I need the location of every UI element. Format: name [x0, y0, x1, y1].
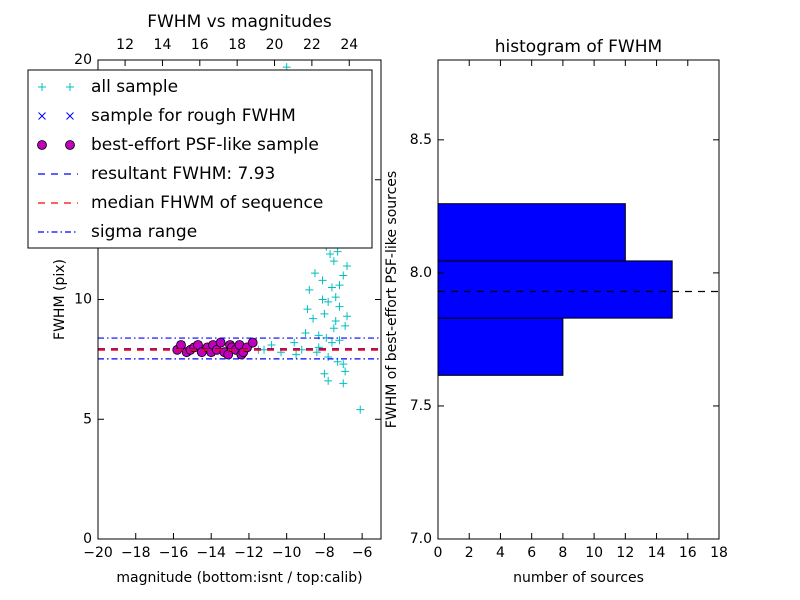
- chart-title: FWHM vs magnitudes: [147, 12, 332, 32]
- plus-marker: [331, 293, 340, 302]
- plus-marker: [333, 247, 342, 256]
- plot-area: [98, 63, 381, 414]
- x2-tick-label: 22: [303, 37, 321, 53]
- plus-marker: [324, 352, 333, 361]
- x2-tick-label: 20: [266, 37, 284, 53]
- y-tick-label: 8.5: [410, 132, 432, 148]
- y-axis-label: FWHM (pix): [52, 259, 68, 340]
- plus-marker: [320, 369, 329, 378]
- plus-marker: [341, 367, 350, 376]
- x2-tick-label: 14: [154, 37, 172, 53]
- histogram-bar: [437, 317, 564, 376]
- legend-label: sample for rough FWHM: [91, 106, 296, 126]
- legend-label: median FHWM of sequence: [91, 193, 323, 213]
- plus-marker: [329, 324, 338, 333]
- x-axis-label: magnitude (bottom:isnt / top:calib): [116, 570, 362, 586]
- plus-marker: [301, 329, 310, 338]
- plus-marker: [303, 305, 312, 314]
- plus-marker: [310, 269, 319, 278]
- x-tick-label: 16: [679, 545, 697, 561]
- x2-tick-label: 16: [191, 37, 209, 53]
- plus-marker: [339, 360, 348, 369]
- x-tick-label: 18: [710, 545, 728, 561]
- plus-marker: [329, 257, 338, 266]
- circle-marker: [247, 337, 258, 348]
- legend-box: [27, 69, 373, 249]
- plus-marker: [320, 309, 329, 318]
- x-tick-label: −10: [272, 545, 302, 561]
- plus-marker: [324, 376, 333, 385]
- plus-marker: [309, 314, 318, 323]
- plus-marker: [339, 379, 348, 388]
- x-tick-label: −14: [196, 545, 226, 561]
- x-tick-label: 8: [558, 545, 567, 561]
- x-axis-label: number of sources: [513, 570, 644, 586]
- plus-marker: [318, 295, 327, 304]
- y-tick-label: 0: [83, 531, 92, 547]
- circle-marker: [65, 140, 75, 150]
- y-tick-label: 8.0: [410, 265, 432, 281]
- plus-marker: [343, 312, 352, 321]
- plus-marker: [290, 338, 299, 347]
- legend-label: all sample: [91, 77, 178, 97]
- histogram-bar: [437, 203, 626, 262]
- plus-marker: [335, 281, 344, 290]
- x-tick-label: 2: [465, 545, 474, 561]
- plus-marker: [312, 348, 321, 357]
- plus-marker: [318, 276, 327, 285]
- chart-title: histogram of FWHM: [495, 37, 662, 57]
- plus-marker: [331, 317, 340, 326]
- plus-marker: [339, 271, 348, 280]
- x-tick-label: 6: [527, 545, 536, 561]
- y-tick-label: 20: [74, 52, 92, 68]
- x2-tick-label: 12: [116, 37, 134, 53]
- x-tick-label: 0: [434, 545, 443, 561]
- y-tick-label: 5: [83, 411, 92, 427]
- x-marker: [38, 112, 46, 120]
- x-tick-label: −20: [83, 545, 113, 561]
- x-tick-label: −8: [314, 545, 335, 561]
- plus-marker: [324, 297, 333, 306]
- x-tick-label: 12: [616, 545, 634, 561]
- circle-marker: [37, 140, 47, 150]
- plus-marker: [343, 261, 352, 270]
- plus-marker: [305, 285, 314, 294]
- plus-marker: [335, 302, 344, 311]
- y-tick-label: 7.5: [410, 398, 432, 414]
- histogram-bar: [437, 260, 673, 319]
- plus-marker: [66, 83, 74, 91]
- plot-frame: [437, 59, 720, 540]
- y-tick-label: 7.0: [410, 531, 432, 547]
- x-tick-label: 14: [648, 545, 666, 561]
- x2-tick-label: 18: [228, 37, 246, 53]
- plus-marker: [327, 338, 336, 347]
- plus-marker: [314, 343, 323, 352]
- y-tick-label: 10: [74, 292, 92, 308]
- plus-marker: [267, 341, 276, 350]
- x-tick-label: −18: [121, 545, 151, 561]
- circle-marker: [215, 337, 226, 348]
- x-tick-label: 10: [585, 545, 603, 561]
- x-tick-label: 4: [496, 545, 505, 561]
- plus-marker: [327, 283, 336, 292]
- plus-marker: [335, 336, 344, 345]
- legend-label: resultant FWHM: 7.93: [91, 164, 275, 184]
- legend-label: best-effort PSF-like sample: [91, 135, 319, 155]
- x2-tick-label: 24: [340, 37, 358, 53]
- plus-marker: [341, 321, 350, 330]
- x-tick-label: −6: [352, 545, 373, 561]
- x-marker: [66, 112, 74, 120]
- plus-marker: [356, 405, 365, 414]
- legend-label: sigma range: [91, 222, 197, 242]
- y-axis-label: FWHM of best-effort PSF-like sources: [384, 171, 400, 428]
- plus-marker: [326, 249, 335, 258]
- plus-marker: [292, 350, 301, 359]
- x-tick-label: −12: [234, 545, 264, 561]
- x-tick-label: −16: [159, 545, 189, 561]
- plus-marker: [38, 83, 46, 91]
